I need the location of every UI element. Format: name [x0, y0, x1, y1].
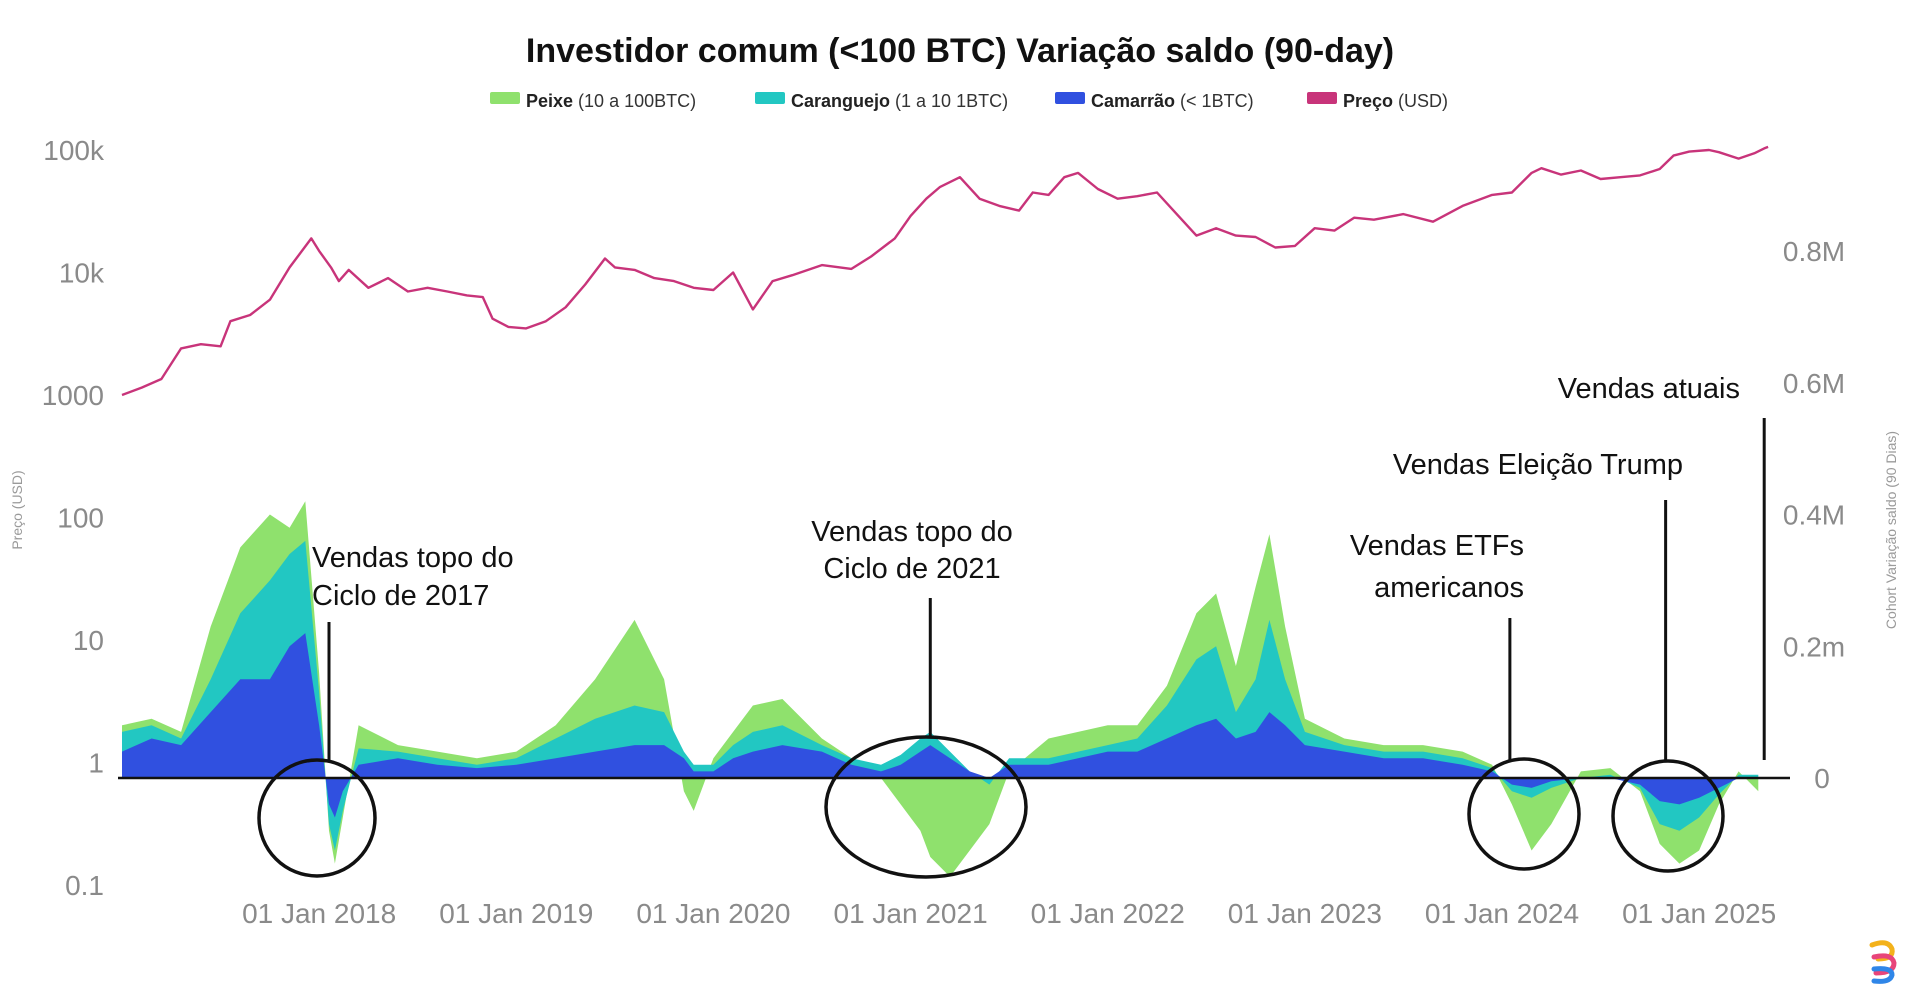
annotation-circle — [257, 758, 377, 878]
legend-desc: (< 1BTC) — [1180, 91, 1254, 111]
left-tick-label: 100k — [43, 135, 105, 166]
legend-item-peixe: Peixe (10 a 100BTC) — [490, 91, 696, 111]
annotation-text: Vendas topo do — [312, 542, 514, 574]
legend-item-camarrao: Camarrão (< 1BTC) — [1055, 91, 1254, 111]
annotation-1: Vendas topo do Ciclo de 2017 — [257, 542, 514, 878]
legend-name: Caranguejo — [791, 91, 890, 111]
area-camarrao — [122, 633, 1759, 818]
area-peixe — [122, 501, 1759, 877]
legend-desc: (1 a 10 1BTC) — [895, 91, 1008, 111]
annotation-text: Ciclo de 2021 — [823, 553, 1000, 585]
x-tick-label: 01 Jan 2022 — [1031, 898, 1185, 929]
x-tick-label: 01 Jan 2023 — [1228, 898, 1382, 929]
left-tick-label: 100 — [57, 503, 104, 534]
right-axis-ticks: 0 0.2m 0.4M 0.6M 0.8M — [1783, 236, 1845, 794]
annotation-circle — [1467, 757, 1581, 871]
price-series-line — [121, 145, 1769, 397]
right-tick-label: 0 — [1814, 763, 1830, 794]
right-tick-label: 0.2m — [1783, 631, 1845, 662]
right-tick-label: 0.4M — [1783, 500, 1845, 531]
annotation-text: Ciclo de 2017 — [312, 580, 489, 612]
left-axis-ticks: 0.1 1 10 100 1000 10k 100k — [42, 135, 105, 901]
price-line — [121, 145, 1769, 397]
legend-label-peixe: Peixe (10 a 100BTC) — [526, 91, 696, 111]
left-tick-label: 10 — [73, 625, 104, 656]
left-axis-title: Preço (USD) — [9, 470, 25, 549]
legend-name: Peixe — [526, 91, 573, 111]
legend-label-caranguejo: Caranguejo (1 a 10 1BTC) — [791, 91, 1008, 111]
annotation-text: Vendas ETFs — [1350, 530, 1524, 562]
legend-item-caranguejo: Caranguejo (1 a 10 1BTC) — [755, 91, 1008, 111]
axis-labels: Preço (USD) Cohort Variação saldo (90 Dia… — [9, 431, 1899, 629]
balance-areas — [122, 501, 1759, 877]
annotation-text: Vendas Eleição Trump — [1393, 449, 1683, 481]
legend-swatch-caranguejo — [755, 92, 785, 104]
x-tick-label: 01 Jan 2021 — [834, 898, 988, 929]
left-tick-label: 1000 — [42, 380, 104, 411]
legend-item-preco: Preço (USD) — [1307, 91, 1448, 111]
chart-title: Investidor comum (<100 BTC) Variação sal… — [526, 32, 1394, 70]
annotation-text: americanos — [1374, 572, 1524, 604]
x-tick-label: 01 Jan 2020 — [636, 898, 790, 929]
annotation-text: Vendas topo do — [811, 516, 1013, 548]
legend: Peixe (10 a 100BTC) Caranguejo (1 a 10 1BTC… — [490, 91, 1448, 111]
annotation-4: Vendas Eleição Trump — [1393, 449, 1725, 873]
left-tick-label: 0.1 — [65, 870, 104, 901]
annotation-5: Vendas atuais — [1558, 373, 1766, 760]
logo-stroke-3 — [1871, 966, 1895, 984]
x-tick-label: 01 Jan 2019 — [439, 898, 593, 929]
legend-swatch-preco — [1307, 92, 1337, 104]
annotation-circle — [824, 735, 1028, 879]
annotation-2: Vendas topo do Ciclo de 2021 — [811, 516, 1028, 879]
legend-name: Preço — [1343, 91, 1393, 111]
x-axis-ticks: 01 Jan 2018 01 Jan 2019 01 Jan 2020 01 Jan … — [242, 898, 1776, 929]
annotation-3: Vendas ETFs americanos — [1350, 530, 1581, 871]
left-tick-label: 1 — [88, 748, 104, 779]
x-tick-label: 01 Jan 2024 — [1425, 898, 1579, 929]
right-tick-label: 0.8M — [1783, 236, 1845, 267]
logo-stroke-2 — [1871, 953, 1897, 976]
legend-label-camarrao: Camarrão (< 1BTC) — [1091, 91, 1254, 111]
legend-label-preco: Preço (USD) — [1343, 91, 1448, 111]
annotation-text: Vendas atuais — [1558, 373, 1740, 405]
brand-logo — [1869, 940, 1897, 984]
legend-swatch-peixe — [490, 92, 520, 104]
legend-name: Camarrão — [1091, 91, 1175, 111]
left-tick-label: 10k — [59, 258, 105, 289]
legend-desc: (10 a 100BTC) — [578, 91, 696, 111]
annotation-circle — [1611, 759, 1725, 873]
right-axis-title: Cohort Variação saldo (90 Dias) — [1883, 431, 1899, 629]
right-tick-label: 0.6M — [1783, 368, 1845, 399]
legend-swatch-camarrao — [1055, 92, 1085, 104]
x-tick-label: 01 Jan 2018 — [242, 898, 396, 929]
x-tick-label: 01 Jan 2025 — [1622, 898, 1776, 929]
legend-desc: (USD) — [1398, 91, 1448, 111]
